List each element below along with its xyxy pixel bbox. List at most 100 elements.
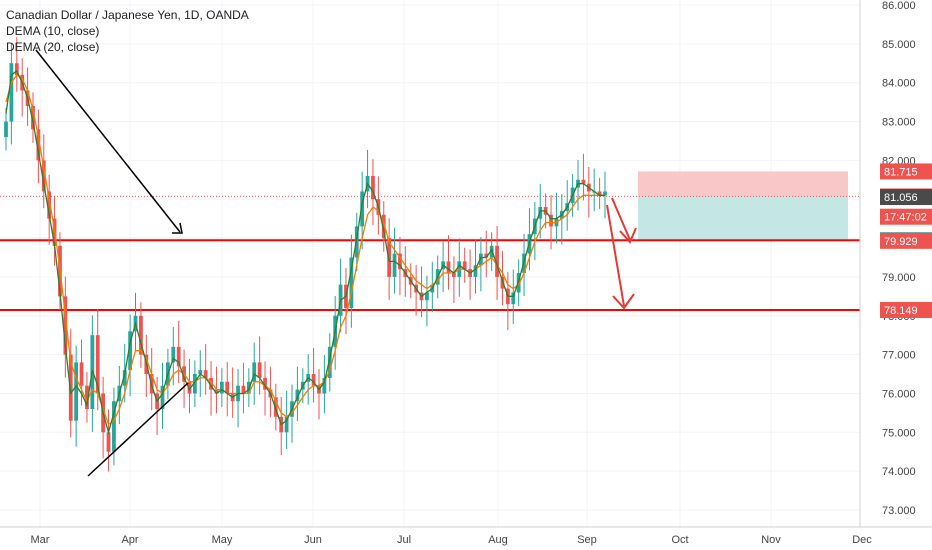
symbol-title[interactable]: Canadian Dollar / Japanese Yen, 1D, OAND… [6,8,249,22]
price-tag-label: 79.929 [884,236,918,248]
horizontal-levels[interactable] [0,195,860,311]
price-tick-label: 76.000 [882,388,916,400]
candle-body [203,370,208,378]
price-axis-bg [860,0,932,550]
time-axis[interactable]: Mar Apr May Jun Jul Aug Sep Oct Nov Dec [0,526,932,550]
dema-10-line [5,70,605,435]
candle-body [263,377,267,390]
candle-body [446,261,451,274]
candle-body [47,191,52,219]
candle-body [252,362,257,382]
time-tick-label: Apr [121,534,138,546]
candle-body [31,106,35,130]
price-tick-label: 74.000 [882,466,916,478]
candle-body [349,257,354,308]
candle-body [311,374,316,386]
candle-body [284,416,289,433]
candle-body [371,175,375,200]
candle-body [171,346,176,363]
candle-body [500,276,505,289]
price-tag-bg [880,208,932,225]
time-tick-label: May [212,534,233,546]
indicator-dema-10[interactable]: DEMA (10, close) [6,24,100,38]
take-profit-zone[interactable] [638,196,848,241]
time-tick-label: Jun [304,534,322,546]
price-tick-label: 83.000 [882,117,916,129]
candle-body [538,207,543,219]
projection-arrow-2[interactable] [606,204,625,307]
candle-body [209,377,213,390]
candle-body [581,179,586,184]
chart-grid [0,0,863,527]
candle-body [398,253,402,270]
stop-loss-zone[interactable] [638,171,848,197]
candle-body [219,381,224,394]
candle-body [327,346,332,378]
price-tag-label: 81.056 [884,192,918,204]
price-tick-label: 84.000 [882,78,916,90]
candle-body [549,214,553,227]
price-tag-bg [880,163,932,180]
candle-body [478,253,483,266]
indicator-dema-20[interactable]: DEMA (20, close) [6,40,100,54]
candle-body [462,261,467,270]
candle-body [41,160,46,192]
risk-reward-box[interactable] [638,171,848,241]
candle-body [160,385,165,409]
candle-body [381,214,386,239]
candle-body [295,389,300,402]
price-tick-label: 79.000 [882,272,916,284]
price-tag[interactable]: 81.715 [880,163,932,180]
candle-body [597,191,602,196]
price-tag[interactable]: 81.056 [880,189,932,206]
price-tick-label: 86.000 [882,0,916,12]
candle-body [322,377,327,394]
candle-body [14,63,19,75]
trend-drawings[interactable] [35,49,637,477]
candle-body [176,346,181,367]
candle-body [473,265,478,277]
price-axis[interactable]: 86.00085.00084.00083.00082.00081.00080.0… [859,0,932,550]
candle-body [139,315,143,355]
candle-body [128,331,133,371]
price-tag-bg [880,189,932,206]
candle-body [392,253,397,277]
candle-body [495,245,499,277]
price-tag-bg [880,301,932,318]
time-tick-label: Sep [577,534,597,546]
candle-body [425,292,429,301]
price-tick-label: 73.000 [882,505,916,517]
candle-body [63,296,68,355]
candle-body [198,370,203,375]
time-axis-bg [0,527,932,550]
price-tag[interactable]: 17:47:02 [880,208,932,225]
candle-body [214,389,219,394]
candle-body [484,253,489,258]
down-trend-line[interactable] [35,49,181,233]
price-tag[interactable]: 78.149 [880,301,932,318]
projection-arrow-1-head [619,227,637,244]
candle-body [85,385,89,409]
price-tag[interactable]: 79.929 [880,232,932,249]
candle-body [122,370,127,386]
dema-lines [5,70,605,435]
price-tag-label: 81.715 [884,166,918,178]
trend-arrow-head [172,222,183,234]
candle-body [187,381,192,394]
candle-body [511,292,516,305]
up-trend-line[interactable] [87,382,189,477]
time-tick-label: Dec [852,534,872,546]
price-tick-label: 85.000 [882,39,916,51]
candle-body [225,381,230,394]
candle-body [9,63,14,122]
candle-body [192,374,197,394]
time-tick-label: Aug [488,534,508,546]
price-candles [4,37,607,472]
price-tick-label: 75.000 [882,427,916,439]
projection-arrow-1[interactable] [611,197,631,241]
price-tick-label: 77.000 [882,350,916,362]
candle-body [112,401,116,452]
time-tick-label: Jul [397,534,411,546]
candle-body [4,121,8,138]
